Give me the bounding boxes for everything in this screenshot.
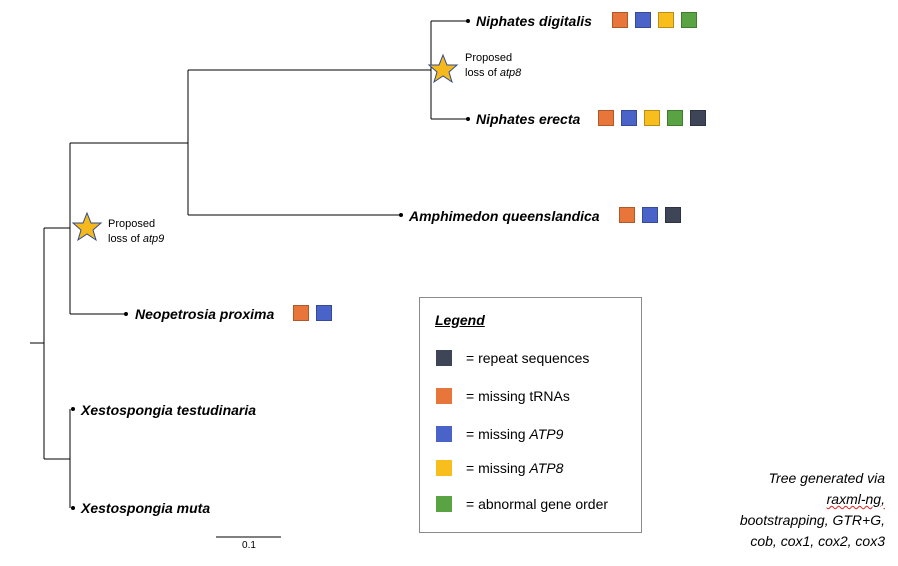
credit-line: Tree generated via <box>768 470 885 486</box>
credit-line: raxml-ng, <box>685 489 885 510</box>
marker-square-abnormal-gene-order <box>681 12 697 28</box>
tip-dot <box>71 407 75 411</box>
legend-label: = missing tRNAs <box>466 387 570 405</box>
event-note-prefix: loss of <box>465 67 500 79</box>
marker-square-missing-atp9 <box>621 110 637 126</box>
credit-software: raxml-ng, <box>826 491 885 507</box>
legend-label-text: = abnormal gene order <box>466 496 609 512</box>
credit-line: bootstrapping, GTR+G, <box>739 512 885 528</box>
marker-square-repeat-sequences <box>665 207 681 223</box>
event-note-line2: loss of atp9 <box>108 232 164 247</box>
tip-dot <box>466 19 470 23</box>
event-note-line1: Proposed <box>465 52 513 64</box>
tree-branches <box>30 20 468 508</box>
legend-label-text: = missing tRNAs <box>466 388 570 404</box>
legend-swatch <box>436 460 452 476</box>
event-note-gene: atp8 <box>499 67 522 79</box>
taxon-label-neopetrosia-proxima: Neopetrosia proxima <box>135 306 275 322</box>
legend-swatch <box>436 388 452 404</box>
marker-square-missing-trnas <box>598 110 614 126</box>
legend-swatch <box>436 350 452 366</box>
event-note-line2: loss of atp8 <box>465 66 521 81</box>
taxon-label-niphates-digitalis: Niphates digitalis <box>476 13 592 29</box>
legend-title: Legend <box>435 312 485 328</box>
tree-method-note: Tree generated via raxml-ng, bootstrappi… <box>685 468 885 552</box>
star-icon <box>71 211 103 242</box>
taxon-label-xestospongia-muta: Xestospongia muta <box>81 500 211 516</box>
legend-label-italic: ATP9 <box>529 426 564 442</box>
marker-square-missing-atp9 <box>642 207 658 223</box>
event-note-gene: atp9 <box>142 233 165 245</box>
legend-swatch <box>436 496 452 512</box>
event-note-loss-atp8: Proposed loss of atp8 <box>465 51 521 81</box>
tip-dot <box>399 213 403 217</box>
taxon-label-niphates-erecta: Niphates erecta <box>476 111 581 127</box>
tip-dot <box>466 117 470 121</box>
star-icon <box>427 53 459 84</box>
marker-square-missing-atp8 <box>658 12 674 28</box>
legend-label-text: = missing <box>466 426 530 442</box>
legend-label: = missing ATP8 <box>466 459 563 477</box>
legend-label-text: = missing <box>466 460 530 476</box>
marker-square-abnormal-gene-order <box>667 110 683 126</box>
legend-label: = repeat sequences <box>466 349 589 367</box>
marker-square-missing-atp8 <box>644 110 660 126</box>
taxon-label-amphimedon-queenslandica: Amphimedon queenslandica <box>409 208 600 224</box>
legend-label: = missing ATP9 <box>466 425 563 443</box>
legend-box: Legend = repeat sequences = missing tRNA… <box>419 297 642 533</box>
legend-swatch <box>436 426 452 442</box>
legend-label: = abnormal gene order <box>466 495 608 513</box>
tip-dot <box>71 506 75 510</box>
marker-square-missing-atp9 <box>316 305 332 321</box>
event-note-loss-atp9: Proposed loss of atp9 <box>108 217 164 247</box>
taxon-label-xestospongia-testudinaria: Xestospongia testudinaria <box>81 402 257 418</box>
tip-dots <box>71 19 470 510</box>
marker-square-repeat-sequences <box>690 110 706 126</box>
legend-label-text: = repeat sequences <box>466 350 590 366</box>
scale-bar-label: 0.1 <box>242 540 256 551</box>
marker-square-missing-trnas <box>293 305 309 321</box>
event-note-line1: Proposed <box>108 218 156 230</box>
tip-dot <box>124 312 128 316</box>
marker-square-missing-atp9 <box>635 12 651 28</box>
legend-label-italic: ATP8 <box>529 460 564 476</box>
credit-line: cob, cox1, cox2, cox3 <box>750 533 885 549</box>
marker-square-missing-trnas <box>619 207 635 223</box>
marker-square-missing-trnas <box>612 12 628 28</box>
event-note-prefix: loss of <box>108 233 143 245</box>
